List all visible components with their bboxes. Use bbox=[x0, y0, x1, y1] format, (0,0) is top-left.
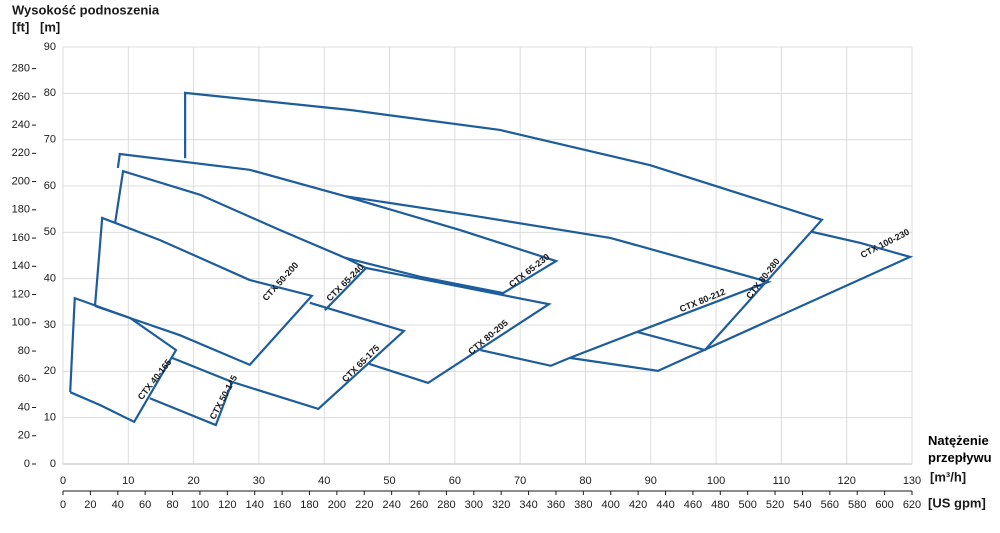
x-title: Natężenie przepływu bbox=[928, 433, 992, 465]
x2-tick-label: 300 bbox=[465, 499, 483, 511]
pump-curve bbox=[149, 356, 234, 427]
x2-tick-label: 360 bbox=[547, 499, 565, 511]
y-tick-label: 40 bbox=[44, 273, 56, 285]
y-tick-label: 90 bbox=[44, 41, 56, 53]
y-tick-label: 70 bbox=[44, 134, 56, 146]
x2-tick-label: 320 bbox=[492, 499, 510, 511]
x-tick-label: 130 bbox=[903, 475, 921, 487]
x2-tick-label: 0 bbox=[60, 499, 66, 511]
x2-tick-label: 560 bbox=[821, 499, 839, 511]
x2-tick-label: 580 bbox=[848, 499, 866, 511]
x2-tick-label: 100 bbox=[191, 499, 209, 511]
x2-tick-label: 600 bbox=[875, 499, 893, 511]
x2-tick-label: 20 bbox=[84, 499, 96, 511]
x2-tick-label: 520 bbox=[766, 499, 784, 511]
y2-tick-label: 220 bbox=[12, 147, 30, 159]
series-label: CTX 65-175 bbox=[340, 343, 381, 384]
x-tick-label: 80 bbox=[579, 475, 591, 487]
y2-unit: [ft] bbox=[12, 19, 29, 34]
x2-tick-label: 400 bbox=[602, 499, 620, 511]
y2-tick-label: 100 bbox=[12, 317, 30, 329]
y-title: Wysokość podnoszenia bbox=[12, 2, 160, 17]
x-tick-label: 10 bbox=[122, 475, 134, 487]
y2-tick-label: 200 bbox=[12, 175, 30, 187]
x-tick-label: 110 bbox=[773, 475, 791, 487]
x-tick-label: 30 bbox=[253, 475, 265, 487]
series-label: CTX 40-165 bbox=[136, 357, 174, 401]
x2-tick-label: 460 bbox=[684, 499, 702, 511]
y2-tick-label: 80 bbox=[18, 345, 30, 357]
x2-tick-label: 200 bbox=[328, 499, 346, 511]
x-tick-label: 20 bbox=[187, 475, 199, 487]
y2-tick-label: 180 bbox=[12, 204, 30, 216]
y-tick-label: 20 bbox=[44, 365, 56, 377]
y-unit: [m] bbox=[40, 19, 60, 34]
x-unit: [m³/h] bbox=[930, 469, 966, 484]
y2-tick-label: 60 bbox=[18, 373, 30, 385]
series-label: CTX 50-200 bbox=[260, 260, 300, 303]
y2-tick-label: 260 bbox=[12, 91, 30, 103]
x2-tick-label: 60 bbox=[139, 499, 151, 511]
x2-tick-label: 420 bbox=[629, 499, 647, 511]
x2-tick-label: 280 bbox=[437, 499, 455, 511]
y2-tick-label: 280 bbox=[12, 63, 30, 75]
y2-tick-label: 0 bbox=[24, 458, 30, 470]
y2-tick-label: 140 bbox=[12, 260, 30, 272]
x2-tick-label: 40 bbox=[112, 499, 124, 511]
y-tick-label: 0 bbox=[50, 458, 56, 470]
pump-curve bbox=[93, 216, 314, 367]
y-tick-label: 60 bbox=[44, 180, 56, 192]
x2-tick-label: 80 bbox=[166, 499, 178, 511]
x2-tick-label: 500 bbox=[738, 499, 756, 511]
series-label: CTX 50-145 bbox=[208, 373, 240, 421]
pump-curve bbox=[184, 91, 824, 352]
x2-tick-label: 380 bbox=[574, 499, 592, 511]
pump-curve bbox=[569, 230, 914, 373]
y2-tick-label: 20 bbox=[18, 430, 30, 442]
x-tick-label: 100 bbox=[707, 475, 725, 487]
y-tick-label: 10 bbox=[44, 412, 56, 424]
series-label: CTX 65-240 bbox=[324, 262, 365, 303]
x-tick-label: 120 bbox=[838, 475, 856, 487]
y2-tick-label: 240 bbox=[12, 119, 30, 131]
x2-tick-label: 140 bbox=[246, 499, 264, 511]
series-label: CTX 65-230 bbox=[507, 252, 551, 290]
x-tick-label: 0 bbox=[60, 475, 66, 487]
y2-tick-label: 120 bbox=[12, 288, 30, 300]
x2-unit: [US gpm] bbox=[928, 495, 986, 510]
x2-tick-label: 160 bbox=[273, 499, 291, 511]
x2-tick-label: 180 bbox=[300, 499, 318, 511]
pump-curve bbox=[365, 266, 552, 385]
x2-tick-label: 120 bbox=[218, 499, 236, 511]
y2-tick-label: 40 bbox=[18, 401, 30, 413]
x2-tick-label: 480 bbox=[711, 499, 729, 511]
x2-tick-label: 220 bbox=[355, 499, 373, 511]
x2-tick-label: 620 bbox=[903, 499, 921, 511]
y-tick-label: 30 bbox=[44, 319, 56, 331]
pump-curve bbox=[116, 152, 559, 295]
x-tick-label: 50 bbox=[383, 475, 395, 487]
x2-tick-label: 260 bbox=[410, 499, 428, 511]
x-tick-label: 40 bbox=[318, 475, 330, 487]
x2-tick-label: 340 bbox=[519, 499, 537, 511]
pump-curve bbox=[69, 296, 178, 424]
x2-tick-label: 540 bbox=[793, 499, 811, 511]
pump-curve bbox=[344, 195, 772, 367]
y-tick-label: 80 bbox=[44, 87, 56, 99]
y2-tick-label: 160 bbox=[12, 232, 30, 244]
x-tick-label: 70 bbox=[514, 475, 526, 487]
x2-tick-label: 440 bbox=[656, 499, 674, 511]
pump-curve bbox=[231, 301, 407, 411]
x2-tick-label: 240 bbox=[382, 499, 400, 511]
x-tick-label: 60 bbox=[449, 475, 461, 487]
y-tick-label: 50 bbox=[44, 226, 56, 238]
x-tick-label: 90 bbox=[645, 475, 657, 487]
